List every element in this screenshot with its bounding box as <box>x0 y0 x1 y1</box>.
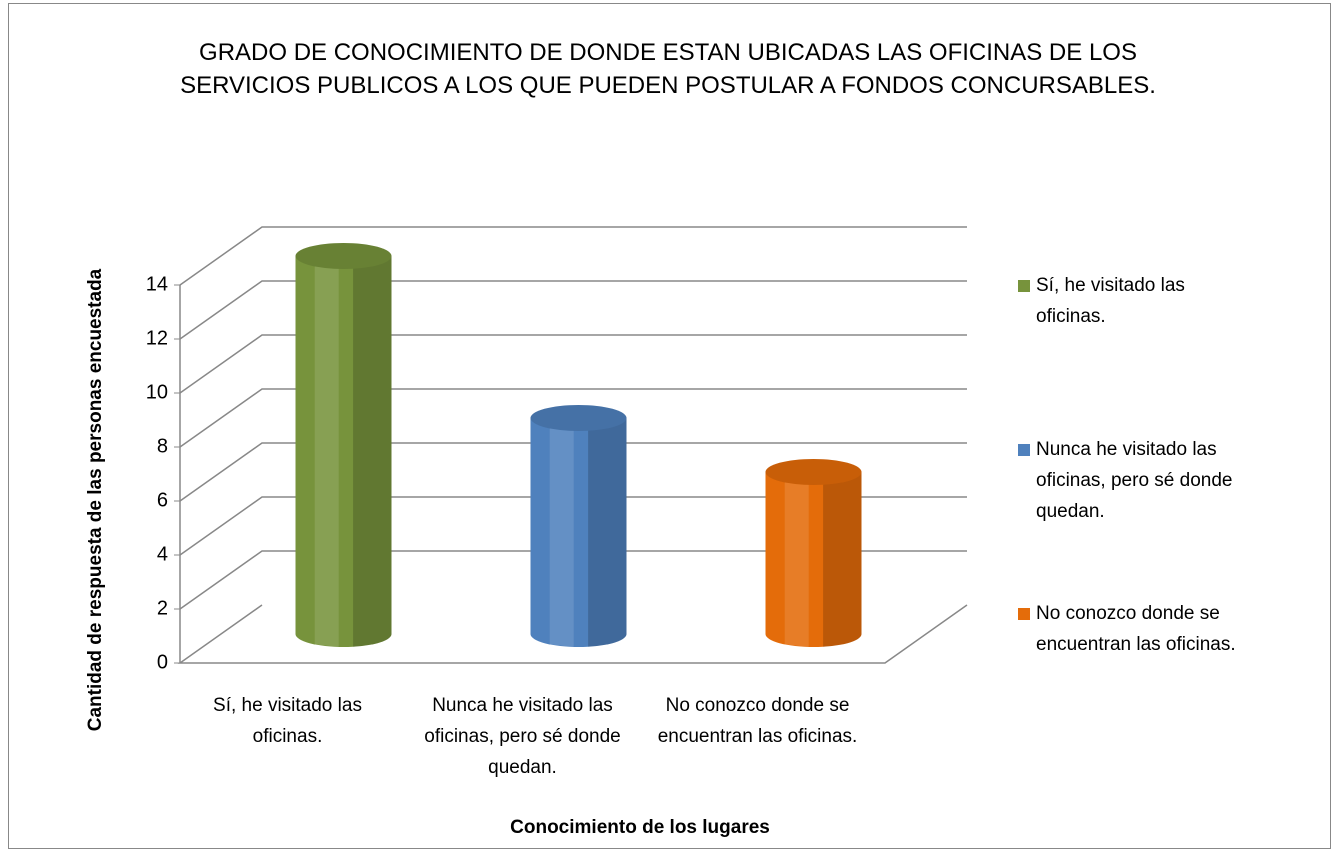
bar-shade <box>353 256 392 647</box>
grid-line <box>179 226 967 286</box>
bar-top <box>295 243 392 269</box>
chart-title: GRADO DE CONOCIMIENTO DE DONDE ESTAN UBI… <box>180 39 1156 99</box>
bar-shade <box>588 418 627 647</box>
legend-label: No conozco donde se encuentran las ofici… <box>1036 603 1236 655</box>
y-tick-label: 12 <box>146 327 168 349</box>
bar <box>765 472 862 648</box>
y-tick-label: 6 <box>157 489 168 511</box>
y-tick-label: 2 <box>157 597 168 619</box>
y-axis-title: Cantidad de respuesta de las personas en… <box>85 268 106 731</box>
legend-label: Nunca he visitado las oficinas, pero sé … <box>1036 439 1233 522</box>
x-axis-title: Conocimiento de los lugares <box>510 817 770 838</box>
bar-top-shade <box>765 459 862 485</box>
floor <box>177 604 968 664</box>
bar-top <box>530 405 627 431</box>
x-tick-label: Nunca he visitado las oficinas, pero sé … <box>424 695 621 778</box>
bar-light <box>549 418 574 647</box>
y-tick-label: 14 <box>146 273 168 295</box>
legend-swatch <box>1018 608 1030 620</box>
y-tick-label: 0 <box>157 651 168 673</box>
grid-line <box>179 496 967 556</box>
bar-top-shade <box>295 243 392 269</box>
bar-top <box>765 459 862 485</box>
bar-shade <box>823 472 862 647</box>
grid-line <box>179 388 967 448</box>
legend-label: Sí, he visitado las oficinas. <box>1036 275 1185 327</box>
y-tick-label: 4 <box>157 543 168 565</box>
y-tick-label: 8 <box>157 435 168 457</box>
y-tick-label: 10 <box>146 381 168 403</box>
chart-border <box>8 3 1331 849</box>
grid-line <box>179 442 967 502</box>
grid-line <box>179 280 967 340</box>
bar <box>530 418 627 648</box>
legend-swatch <box>1018 444 1030 456</box>
x-tick-label: No conozco donde se encuentran las ofici… <box>657 695 858 747</box>
grid-line <box>179 550 967 610</box>
grid-line <box>179 334 967 394</box>
bar-light <box>314 256 339 647</box>
bar-top-shade <box>530 405 627 431</box>
bar <box>295 256 392 648</box>
legend-swatch <box>1018 280 1030 292</box>
bar-light <box>784 472 809 647</box>
x-tick-label: Sí, he visitado las oficinas. <box>213 695 362 747</box>
